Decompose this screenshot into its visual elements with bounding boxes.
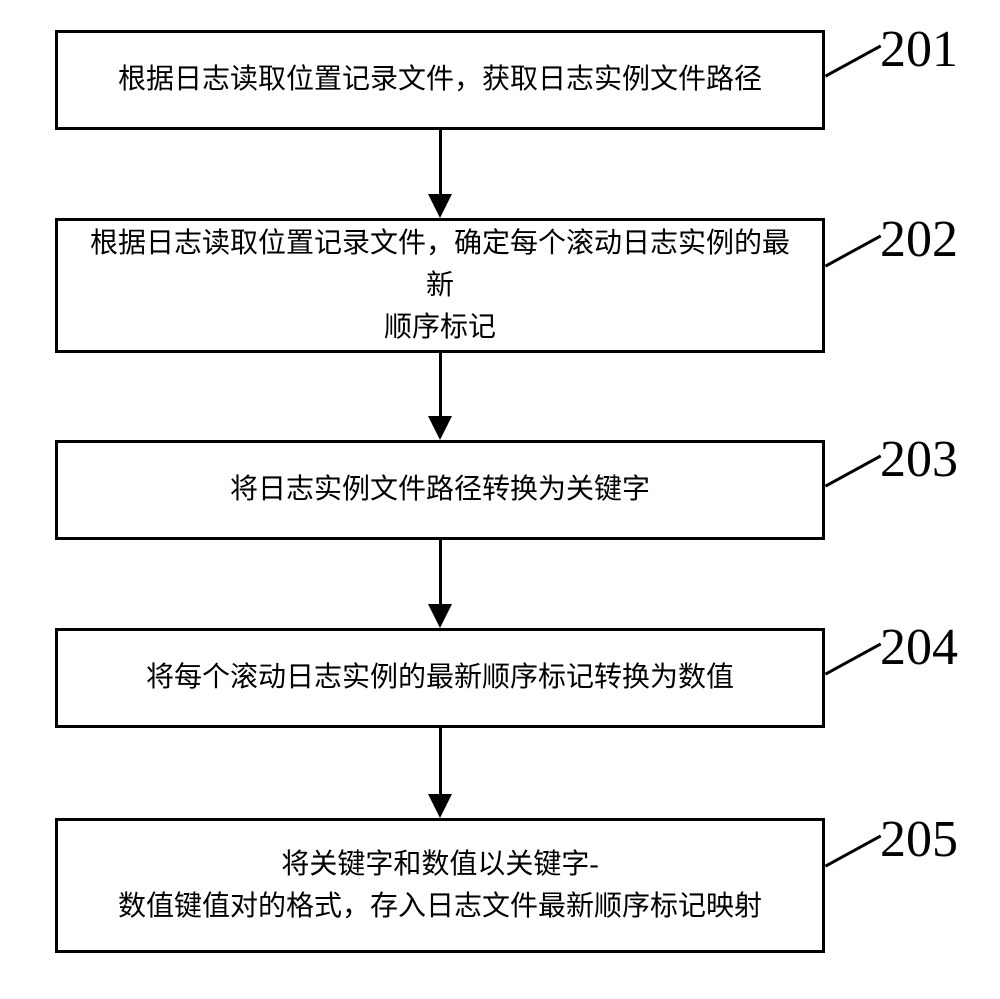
arrow-head-202-203 (428, 416, 452, 440)
step-text-204: 将每个滚动日志实例的最新顺序标记转换为数值 (146, 657, 734, 699)
arrow-shaft-204-205 (439, 728, 442, 794)
step-label-204: 204 (880, 618, 958, 677)
arrow-shaft-201-202 (439, 130, 442, 194)
arrow-shaft-202-203 (439, 353, 442, 416)
step-box-204: 将每个滚动日志实例的最新顺序标记转换为数值 (55, 628, 825, 728)
step-box-202: 根据日志读取位置记录文件，确定每个滚动日志实例的最新 顺序标记 (55, 218, 825, 353)
arrow-head-201-202 (428, 194, 452, 218)
step-label-202: 202 (880, 210, 958, 269)
arrow-head-203-204 (428, 604, 452, 628)
step-label-205: 205 (880, 810, 958, 869)
leader-line-201 (825, 45, 881, 78)
step-text-201: 根据日志读取位置记录文件，获取日志实例文件路径 (118, 59, 762, 101)
step-text-202: 根据日志读取位置记录文件，确定每个滚动日志实例的最新 顺序标记 (78, 223, 802, 349)
step-box-203: 将日志实例文件路径转换为关键字 (55, 440, 825, 540)
step-label-203: 203 (880, 430, 958, 489)
step-box-205: 将关键字和数值以关键字- 数值键值对的格式，存入日志文件最新顺序标记映射 (55, 818, 825, 953)
arrow-shaft-203-204 (439, 540, 442, 604)
step-label-201: 201 (880, 20, 958, 79)
step-text-203: 将日志实例文件路径转换为关键字 (230, 469, 650, 511)
arrow-head-204-205 (428, 794, 452, 818)
leader-line-202 (825, 235, 881, 268)
leader-line-204 (825, 643, 881, 676)
step-box-201: 根据日志读取位置记录文件，获取日志实例文件路径 (55, 30, 825, 130)
leader-line-205 (825, 835, 881, 868)
step-text-205: 将关键字和数值以关键字- 数值键值对的格式，存入日志文件最新顺序标记映射 (118, 844, 762, 928)
leader-line-203 (825, 455, 881, 488)
flowchart-canvas: 根据日志读取位置记录文件，获取日志实例文件路径 201 根据日志读取位置记录文件，确… (0, 0, 1000, 999)
